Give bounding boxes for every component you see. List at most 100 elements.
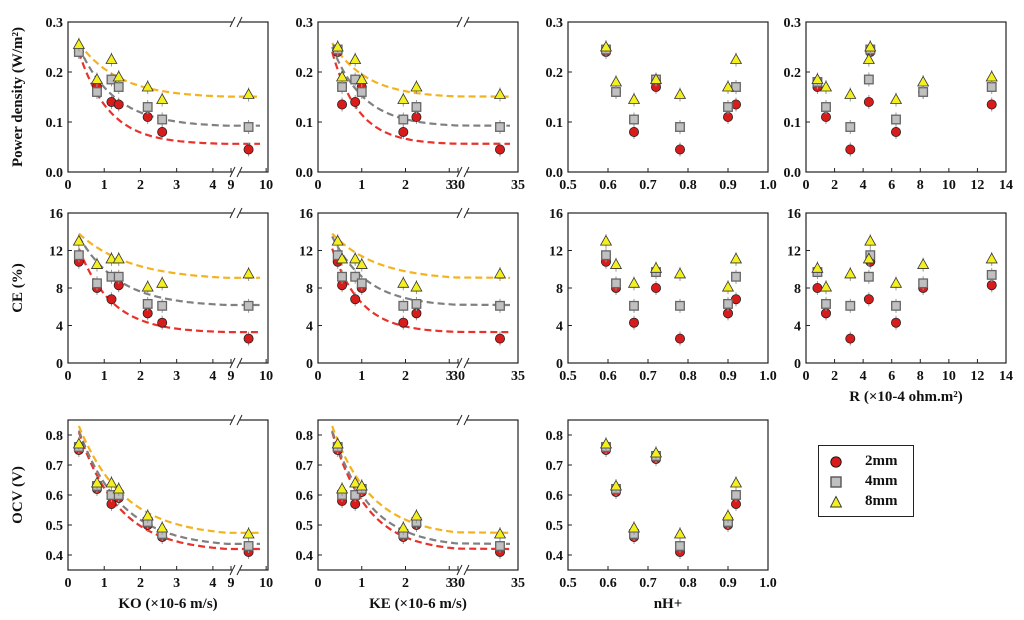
axis-break-mark [236, 16, 243, 28]
x-tick-label: 35 [511, 576, 525, 591]
point-4mm [863, 74, 874, 85]
point-8mm [355, 479, 368, 491]
point-8mm [410, 80, 423, 92]
point-8mm [729, 252, 743, 264]
fit-curve-2mm [77, 431, 260, 551]
legend: 2mm 4mm 8mm [818, 445, 914, 517]
x-tick-label: 0 [315, 178, 322, 193]
x-tick-label: 8 [917, 178, 924, 193]
axis-break-mark [456, 564, 463, 576]
x-tick-label: 10 [259, 369, 273, 384]
point-4mm [157, 300, 168, 311]
x-tick-label: 0.9 [719, 178, 737, 193]
axis-break-mark [463, 357, 470, 369]
y-tick-label: 0.8 [46, 429, 64, 444]
axis-break-mark [456, 166, 463, 178]
point-8mm [844, 88, 857, 99]
x-tick-label: 1.0 [759, 178, 777, 193]
y-axis-label: CE (%) [10, 263, 26, 313]
point-2mm [106, 294, 117, 305]
point-4mm [92, 87, 102, 97]
point-2mm [986, 280, 997, 291]
chart-ce_r: 0 4 8 12 16 0 2 4 6 8 10 12 14 R (×10-4 ohm.m²) [787, 207, 1013, 405]
axis-break-gap [459, 414, 467, 426]
point-4mm [243, 122, 254, 132]
x-tick-label: 4 [860, 369, 867, 384]
y-tick-label: 0.1 [46, 116, 64, 131]
point-8mm [627, 521, 641, 533]
x-tick-label: 3 [446, 576, 453, 591]
axis-break-mark [456, 357, 463, 369]
legend-item-2mm: 2mm [819, 452, 915, 472]
x-tick-label: 10 [942, 178, 956, 193]
point-4mm [986, 269, 997, 280]
point-8mm [397, 276, 410, 288]
x-tick-label: 0.9 [719, 576, 737, 591]
x-tick-label: 10 [942, 369, 956, 384]
point-2mm [337, 99, 348, 110]
y-tick-label: 0.1 [546, 116, 564, 131]
point-8mm [105, 476, 118, 488]
axis-break-gap [232, 564, 240, 576]
axis-break-mark [229, 414, 236, 426]
x-tick-label: 6 [888, 178, 895, 193]
x-tick-label: 1 [101, 178, 108, 193]
axis-break-mark [236, 414, 243, 426]
point-8mm [985, 70, 998, 82]
point-8mm [355, 258, 368, 269]
y-tick-label: 0.5 [546, 519, 564, 534]
chart-ocv_ko: 0.4 0.5 0.6 0.7 0.8 0 1 2 3 4 9 10 OCV (V) KO (×10-6 … [10, 414, 273, 612]
point-8mm [156, 521, 169, 533]
x-tick-label: 2 [831, 178, 838, 193]
circle-marker-icon [830, 456, 842, 468]
fit-curve-8mm [78, 42, 260, 98]
point-4mm [411, 102, 422, 112]
point-4mm [398, 300, 409, 311]
fit-curve-4mm [331, 46, 511, 127]
point-8mm [105, 252, 118, 264]
point-2mm [675, 144, 686, 155]
point-8mm [609, 258, 623, 269]
x-tick-label: 0 [803, 369, 810, 384]
x-tick-label: 0.7 [639, 576, 657, 591]
point-2mm [845, 333, 856, 344]
point-4mm [629, 114, 639, 125]
point-2mm [350, 294, 361, 305]
point-8mm [493, 267, 507, 279]
y-tick-label: 12 [49, 245, 63, 260]
axis-break-mark [463, 16, 470, 28]
x-tick-label: 4 [209, 178, 216, 193]
y-tick-label: 0.2 [296, 66, 314, 81]
x-tick-label: 14 [999, 178, 1013, 193]
legend-item-4mm: 4mm [819, 472, 915, 492]
x-tick-label: 4 [209, 369, 216, 384]
x-tick-label: 35 [511, 369, 525, 384]
point-4mm [731, 490, 741, 500]
point-8mm [112, 70, 125, 82]
fit-curve-4mm [331, 235, 511, 307]
point-4mm [243, 541, 254, 551]
y-tick-label: 0.6 [296, 489, 314, 504]
point-8mm [889, 276, 903, 288]
x-tick-label: 4 [209, 576, 216, 591]
fit-curve-4mm [77, 46, 260, 127]
fit-curve-2mm [77, 248, 260, 334]
point-8mm [72, 437, 85, 449]
x-axis-label: nH+ [654, 596, 683, 612]
x-tick-label: 1 [358, 369, 365, 384]
point-8mm [627, 276, 641, 288]
axis-break-gap [459, 166, 467, 178]
x-tick-label: 2 [137, 369, 144, 384]
x-tick-label: 8 [917, 369, 924, 384]
point-4mm [92, 278, 102, 289]
plot-frame [567, 21, 769, 173]
point-8mm [331, 437, 344, 449]
plot-frame [317, 419, 519, 571]
x-tick-label: 1 [358, 576, 365, 591]
point-8mm [141, 280, 154, 292]
point-8mm [90, 476, 104, 488]
chart-power_r: 0.0 0.1 0.2 0.3 0 2 4 6 8 10 12 14 [784, 16, 1014, 193]
point-8mm [397, 93, 410, 104]
